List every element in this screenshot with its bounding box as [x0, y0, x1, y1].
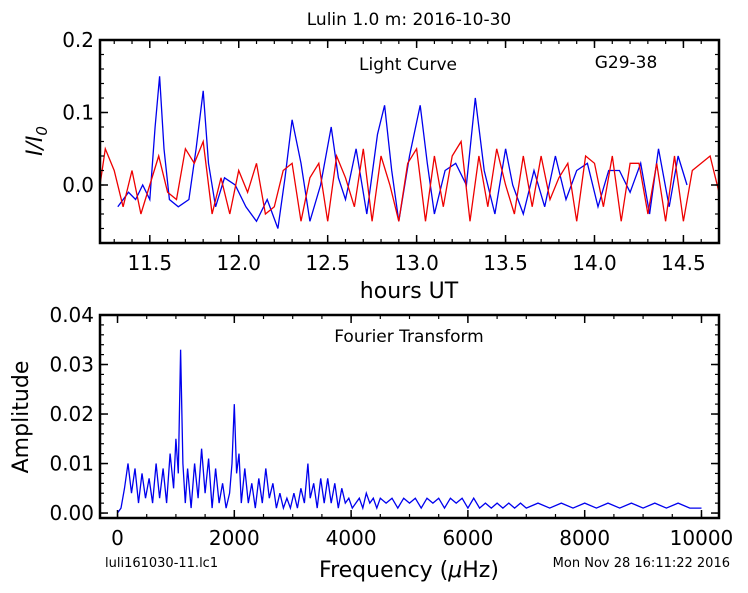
fourier-x-tick-label: 4000 — [326, 526, 377, 550]
light-curve-x-tick-label: 14.5 — [661, 251, 706, 275]
fourier-y-tick-label: 0.00 — [49, 501, 94, 525]
star-name-annotation: G29-38 — [595, 53, 658, 73]
light-curve-panel: 11.5 12.0 12.5 13.0 13.5 14.0 14.5 0.0 0.1 0.2 Li… — [23, 28, 721, 304]
light-curve-x-tick-label: 13.5 — [483, 251, 528, 275]
fourier-x-tick-label: 0 — [111, 526, 124, 550]
fourier-x-tick-label: 2000 — [209, 526, 260, 550]
fourier-y-tick-label: 0.02 — [49, 402, 94, 426]
light-curve-series-group — [99, 76, 720, 229]
fourier-x-tick-label: 6000 — [442, 526, 493, 550]
fourier-annotation: Fourier Transform — [334, 327, 483, 347]
light-curve-y-tick-label: 0.0 — [62, 173, 94, 197]
light-curve-x-tick-label: 11.5 — [128, 251, 173, 275]
light-curve-series-0 — [117, 76, 688, 229]
fourier-series-0 — [116, 349, 702, 514]
light-curve-annotation: Light Curve — [359, 55, 457, 75]
fourier-x-tick-label: 8000 — [559, 526, 610, 550]
light-curve-series-1 — [99, 138, 720, 222]
mu-symbol: μ — [447, 558, 462, 583]
light-curve-frame — [98, 38, 721, 245]
light-curve-y-tick-label: 0.2 — [62, 28, 94, 52]
light-curve-x-tick-label: 13.0 — [394, 251, 439, 275]
footer-filename: luli161030-11.lc1 — [105, 556, 218, 571]
fourier-x-axis-label: Frequency (μHz) — [319, 558, 499, 583]
fourier-y-axis-label: Amplitude — [9, 361, 34, 474]
light-curve-ticks: 11.5 12.0 12.5 13.0 13.5 14.0 14.5 0.0 0.1 0.2 — [62, 28, 720, 275]
fourier-series-group — [116, 349, 702, 514]
light-curve-x-tick-label: 12.0 — [216, 251, 261, 275]
fourier-y-tick-label: 0.03 — [49, 353, 94, 377]
fourier-y-tick-label: 0.04 — [49, 303, 94, 327]
footer-timestamp: Mon Nov 28 16:11:22 2016 — [553, 556, 730, 571]
fourier-y-tick-label: 0.01 — [49, 452, 94, 476]
light-curve-y-tick-label: 0.1 — [62, 101, 94, 125]
fourier-panel: 0 2000 4000 6000 8000 10000 0.00 0.01 0.02 0.03 0.… — [9, 303, 733, 583]
light-curve-x-tick-label: 12.5 — [305, 251, 350, 275]
fourier-frame — [98, 313, 721, 520]
fourier-x-tick-label: 10000 — [670, 526, 734, 550]
y-axis-label-subscript: 0 — [33, 126, 51, 136]
figure-title: Lulin 1.0 m: 2016-10-30 — [307, 10, 512, 30]
light-curve-x-tick-label: 14.0 — [572, 251, 617, 275]
light-curve-x-axis-label: hours UT — [360, 279, 459, 304]
light-curve-y-axis-label: I/I0 — [23, 126, 51, 156]
